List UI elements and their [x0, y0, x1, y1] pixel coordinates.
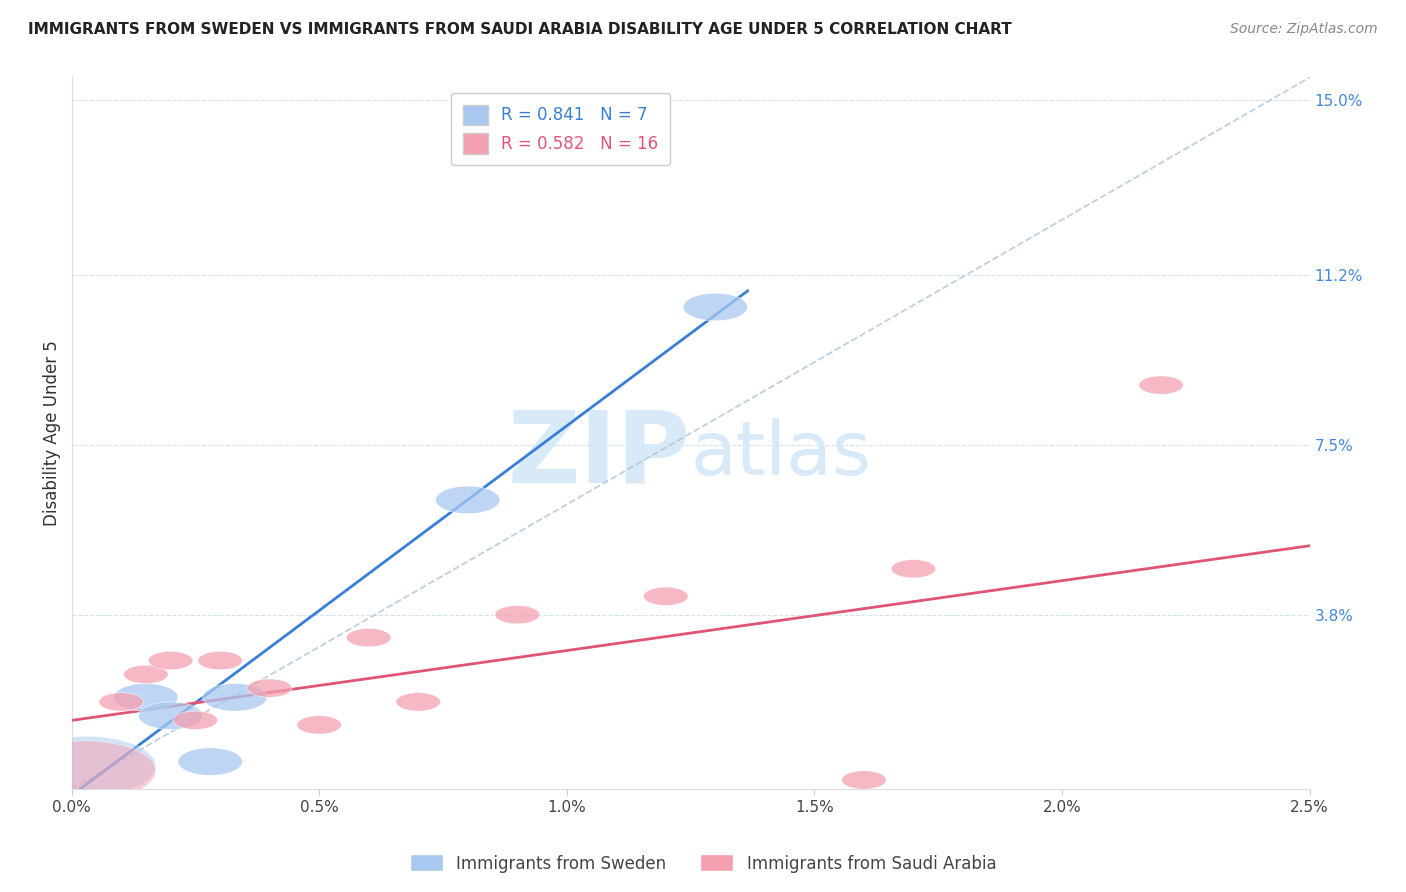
Legend: R = 0.841   N = 7, R = 0.582   N = 16: R = 0.841 N = 7, R = 0.582 N = 16	[451, 93, 671, 165]
Ellipse shape	[114, 683, 179, 711]
Text: ZIP: ZIP	[508, 406, 690, 503]
Ellipse shape	[17, 741, 156, 801]
Ellipse shape	[891, 559, 936, 578]
Ellipse shape	[396, 693, 440, 711]
Text: Source: ZipAtlas.com: Source: ZipAtlas.com	[1230, 22, 1378, 37]
Text: IMMIGRANTS FROM SWEDEN VS IMMIGRANTS FROM SAUDI ARABIA DISABILITY AGE UNDER 5 CO: IMMIGRANTS FROM SWEDEN VS IMMIGRANTS FRO…	[28, 22, 1012, 37]
Ellipse shape	[644, 587, 688, 606]
Ellipse shape	[346, 629, 391, 647]
Ellipse shape	[202, 683, 267, 711]
Ellipse shape	[683, 293, 748, 321]
Ellipse shape	[495, 606, 540, 624]
Ellipse shape	[17, 736, 156, 796]
Ellipse shape	[138, 702, 202, 730]
Ellipse shape	[148, 651, 193, 670]
Y-axis label: Disability Age Under 5: Disability Age Under 5	[44, 341, 60, 526]
Ellipse shape	[179, 747, 242, 775]
Legend: Immigrants from Sweden, Immigrants from Saudi Arabia: Immigrants from Sweden, Immigrants from …	[404, 847, 1002, 880]
Ellipse shape	[436, 486, 501, 514]
Text: atlas: atlas	[690, 418, 872, 491]
Ellipse shape	[173, 711, 218, 730]
Ellipse shape	[297, 715, 342, 734]
Ellipse shape	[124, 665, 169, 683]
Ellipse shape	[1139, 376, 1184, 394]
Ellipse shape	[247, 679, 292, 698]
Ellipse shape	[842, 771, 886, 789]
Ellipse shape	[198, 651, 242, 670]
Ellipse shape	[98, 693, 143, 711]
